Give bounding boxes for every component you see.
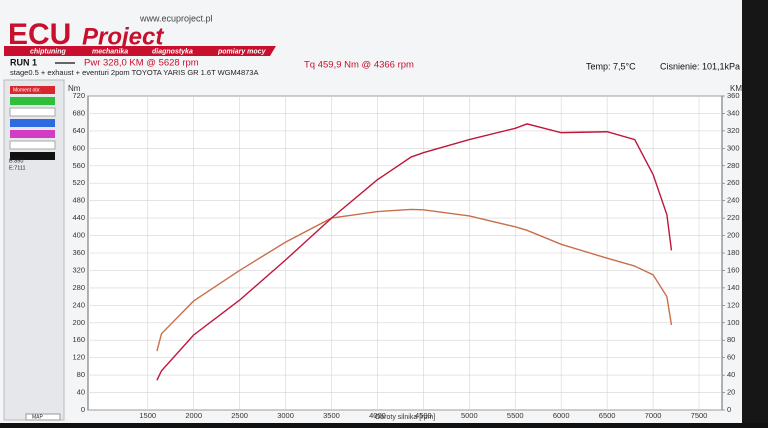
x-axis-label: Obroty silnika [rpm]	[375, 414, 435, 421]
legend-row[interactable]	[9, 107, 56, 117]
power-peak: Pwr 328,0 KM @ 5628 rpm	[84, 58, 199, 69]
y-tick-label: 240	[72, 300, 85, 309]
temp: Temp: 7,5°C	[586, 61, 636, 71]
y2-tick-label: 360	[727, 91, 740, 100]
logo-project: Project	[82, 23, 164, 50]
y-tick-label: 520	[72, 178, 85, 187]
y-tick-label: 280	[72, 283, 85, 292]
logo-ecu: ECU	[8, 18, 71, 51]
legend-row[interactable]	[10, 86, 55, 94]
run: RUN 1	[10, 57, 37, 67]
pressure: Cisnienie: 101,1kPa	[660, 61, 740, 71]
y-tick-label: 400	[72, 231, 85, 240]
y2-tick-label: 20	[727, 388, 735, 397]
y-tick-label: 320	[72, 265, 85, 274]
legend-row[interactable]	[10, 97, 55, 105]
x-tick-label: 2000	[185, 411, 202, 420]
menu-item: chiptuning	[30, 48, 66, 55]
y2-tick-label: 300	[727, 143, 740, 152]
legend-label: Moment obr.	[13, 87, 41, 93]
menu-item: diagnostyka	[152, 48, 193, 55]
y-tick-label: 200	[72, 318, 85, 327]
y-tick-label: 0	[81, 405, 85, 414]
x-tick-label: 5000	[461, 411, 478, 420]
y2-tick-label: 80	[727, 335, 735, 344]
x-tick-label: 2500	[231, 411, 248, 420]
site: www.ecuproject.pl	[139, 13, 213, 23]
x-tick-label: 6500	[599, 411, 616, 420]
bezel	[742, 0, 768, 423]
y-tick-label: 560	[72, 161, 85, 170]
end-rpm: E:7111	[9, 165, 26, 171]
menu-item: mechanika	[92, 48, 128, 55]
y-tick-label: 640	[72, 126, 85, 135]
y-axis-label: Nm	[68, 84, 81, 93]
series-line	[156, 208, 673, 352]
y-tick-label: 680	[72, 108, 85, 117]
y2-tick-label: 280	[727, 161, 740, 170]
y2-tick-label: 220	[727, 213, 740, 222]
menu-bar	[4, 46, 276, 56]
y2-axis-label: KM	[730, 84, 742, 93]
y-tick-label: 160	[72, 335, 85, 344]
y2-tick-label: 340	[727, 108, 740, 117]
y2-tick-label: 200	[727, 231, 740, 240]
legend-row[interactable]	[10, 130, 55, 138]
y-tick-label: 480	[72, 196, 85, 205]
x-tick-label: 7500	[691, 411, 708, 420]
y2-tick-label: 160	[727, 265, 740, 274]
y-tick-label: 80	[77, 370, 85, 379]
description: stage0.5 + exhaust + eventuri 2pom TOYOT…	[10, 68, 258, 77]
y2-tick-label: 0	[727, 405, 731, 414]
y-tick-label: 440	[72, 213, 85, 222]
map-button[interactable]	[25, 413, 61, 421]
y2-tick-label: 320	[727, 126, 740, 135]
y2-tick-label: 100	[727, 318, 740, 327]
x-tick-label: 3000	[277, 411, 294, 420]
y-tick-label: 40	[77, 388, 85, 397]
x-tick-label: 1500	[139, 411, 156, 420]
series-line	[156, 123, 673, 381]
y2-tick-label: 60	[727, 353, 735, 362]
x-tick-label: 6000	[553, 411, 570, 420]
x-tick-label: 4500	[415, 411, 432, 420]
torque-peak: Tq 459,9 Nm @ 4366 rpm	[304, 60, 414, 71]
y2-tick-label: 120	[727, 300, 740, 309]
start-rpm: B:850	[9, 158, 23, 164]
x-tick-label: 7000	[645, 411, 662, 420]
map-label: MAP	[32, 414, 44, 420]
y2-tick-label: 180	[727, 248, 740, 257]
y-tick-label: 720	[72, 91, 85, 100]
y2-tick-label: 140	[727, 283, 740, 292]
y2-tick-label: 40	[727, 370, 735, 379]
x-tick-label: 3500	[323, 411, 340, 420]
legend-row[interactable]	[10, 119, 55, 127]
legend-row[interactable]	[9, 140, 56, 150]
legend-row[interactable]	[10, 152, 55, 160]
x-tick-label: 4000	[369, 411, 386, 420]
y-tick-label: 360	[72, 248, 85, 257]
y-tick-label: 600	[72, 143, 85, 152]
y2-tick-label: 260	[727, 178, 740, 187]
y-tick-label: 120	[72, 353, 85, 362]
menu-item: pomiary mocy	[217, 48, 267, 55]
y2-tick-label: 240	[727, 196, 740, 205]
x-tick-label: 5500	[507, 411, 524, 420]
